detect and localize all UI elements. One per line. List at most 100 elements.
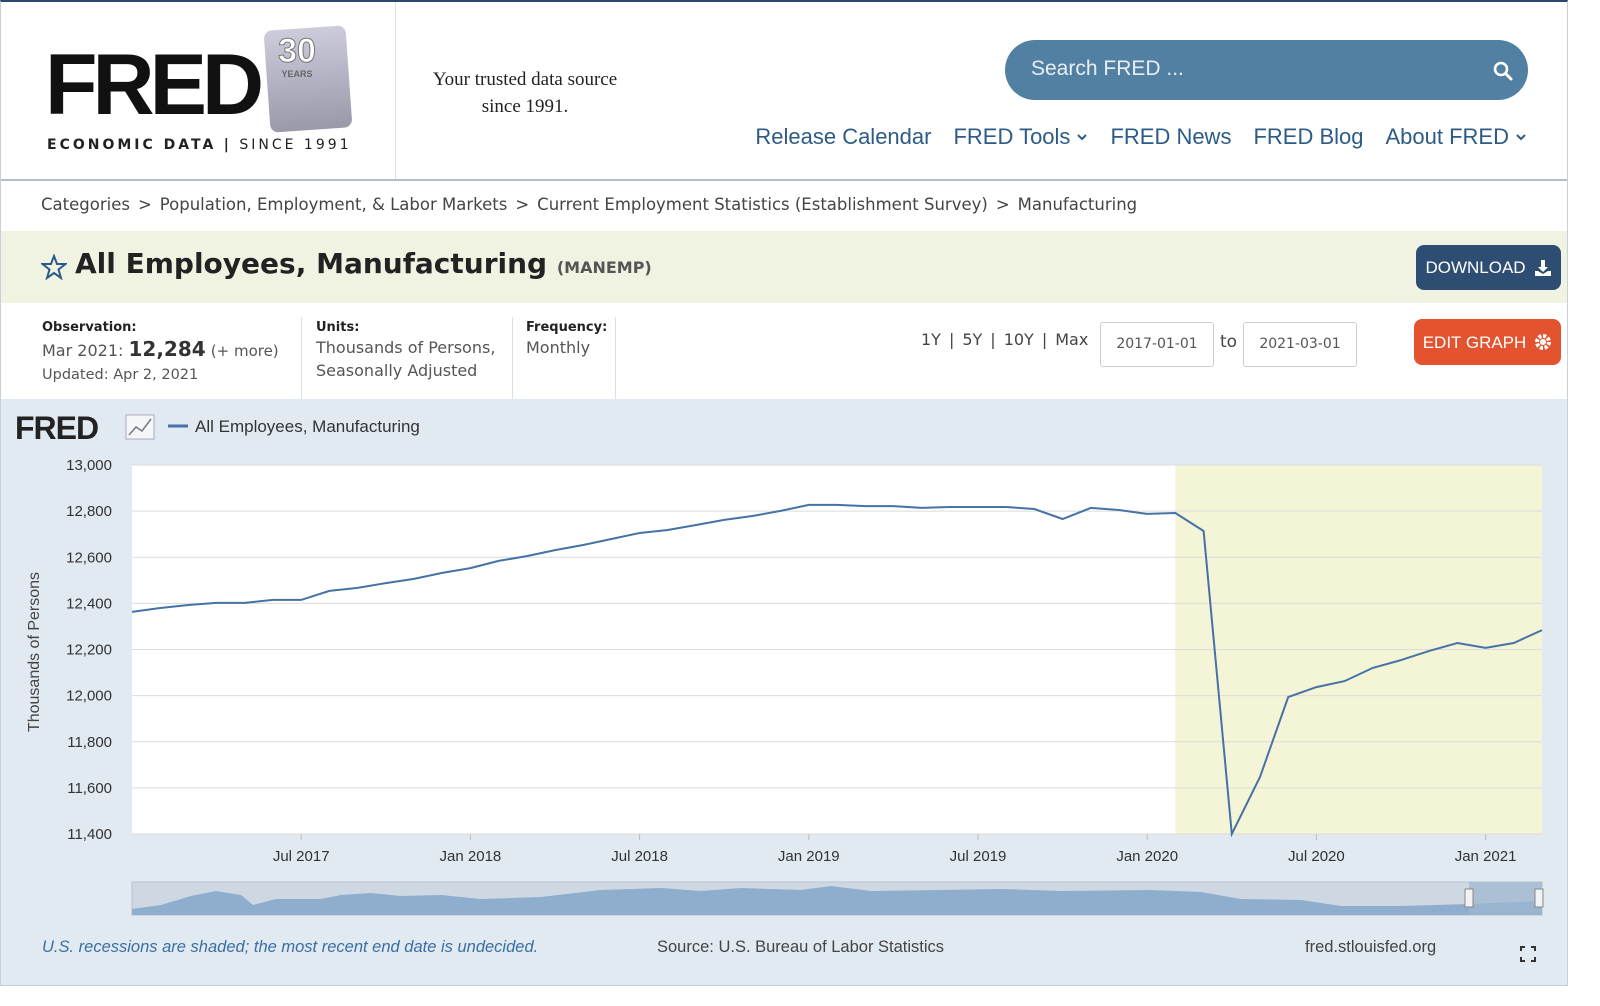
chart-logo: FRED <box>15 410 98 446</box>
observation-value: 12,284 <box>128 337 206 361</box>
y-tick-label: 12,200 <box>66 642 112 659</box>
start-date[interactable]: 2017-01-01 <box>1100 322 1214 367</box>
x-tick-label: Jul 2017 <box>273 848 330 865</box>
updated: Updated: Apr 2, 2021 <box>42 367 199 383</box>
recession-note: U.S. recessions are shaded; the most rec… <box>42 938 538 956</box>
frequency: Monthly <box>526 338 591 357</box>
breadcrumb-separator: > <box>515 195 530 214</box>
gear-icon <box>1535 334 1552 350</box>
tagline: Your trusted data source since 1991. <box>406 66 644 120</box>
nav-label[interactable]: FRED News <box>1110 124 1232 149</box>
nav-label[interactable]: Release Calendar <box>755 124 932 149</box>
breadcrumb[interactable]: Manufacturing <box>1017 195 1138 214</box>
y-tick-label: 11,800 <box>67 734 112 751</box>
navigator-area <box>132 886 1542 915</box>
series-code: (MANEMP) <box>556 258 652 277</box>
observation-date: Mar 2021: <box>42 341 124 360</box>
header-border <box>1 179 1567 181</box>
divider <box>512 317 513 399</box>
y-tick-label: 12,400 <box>66 595 112 612</box>
series-title: All Employees, Manufacturing (MANEMP) <box>75 250 652 278</box>
logo-sub-right: SINCE 1991 <box>239 137 352 153</box>
y-tick-label: 11,400 <box>67 826 112 843</box>
divider <box>395 2 396 180</box>
nav: Release Calendar FRED Tools FRED News FRED … <box>755 126 1527 148</box>
nav-item[interactable]: About FRED <box>1386 126 1528 148</box>
logo[interactable]: FRED <box>45 37 264 133</box>
chart-logo-icon-line <box>128 418 152 436</box>
range-option[interactable]: 10Y <box>1003 330 1034 349</box>
range-separator: | <box>948 330 955 349</box>
logo-subtitle: ECONOMIC DATA | SINCE 1991 <box>47 138 352 152</box>
x-tick-label: Jan 2020 <box>1116 848 1178 865</box>
range-separator: | <box>990 330 996 349</box>
search-icon[interactable] <box>1493 61 1513 81</box>
units-label: Units: <box>316 320 360 335</box>
x-tick-label: Jul 2019 <box>950 848 1007 865</box>
download-label: DOWNLOAD <box>1425 258 1526 277</box>
divider <box>615 317 616 399</box>
x-tick-label: Jan 2021 <box>1455 848 1517 865</box>
legend-label: All Employees, Manufacturing <box>195 417 420 436</box>
range-option[interactable]: 1Y <box>921 330 941 349</box>
nav-label[interactable]: FRED Blog <box>1253 124 1364 149</box>
tagline-line: Your trusted data source <box>432 69 618 90</box>
y-tick-label: 12,000 <box>66 688 112 705</box>
chevron <box>1516 134 1526 141</box>
favorite-star[interactable] <box>41 254 67 280</box>
nav-item[interactable]: FRED News <box>1110 126 1231 148</box>
range-separator: | <box>1041 330 1048 349</box>
range-option[interactable]: 5Y <box>962 330 983 349</box>
nav-label[interactable]: About FRED <box>1385 124 1510 149</box>
nav-label[interactable]: FRED Tools <box>953 124 1071 149</box>
units-line: Seasonally Adjusted <box>316 361 478 380</box>
breadcrumb[interactable]: Categories <box>41 195 130 214</box>
logo-sub-left: ECONOMIC DATA <box>47 137 217 153</box>
end-date[interactable]: 2021-03-01 <box>1243 322 1357 367</box>
search-box[interactable] <box>1005 40 1528 100</box>
title-text: All Employees, Manufacturing <box>75 247 548 280</box>
navigator-window <box>1469 882 1542 915</box>
x-tick-label: Jan 2018 <box>440 848 502 865</box>
badge-text: YEARS <box>281 69 313 79</box>
logo-sub-sep: | <box>223 137 232 153</box>
observation: Mar 2021: 12,284 (+ more) <box>42 338 279 363</box>
x-tick-label: Jul 2020 <box>1288 848 1345 865</box>
tagline-line: since 1991. <box>481 96 569 117</box>
units-line: Thousands of Persons, <box>316 338 496 357</box>
edit-graph-label: EDIT GRAPH <box>1422 332 1527 352</box>
to-label: to <box>1220 332 1238 352</box>
frequency-label: Frequency: <box>526 320 608 335</box>
edit-graph-button[interactable]: EDIT GRAPH <box>1414 319 1561 365</box>
fred-page: FRED 30 YEARS ECONOMIC DATA | SINCE 1991… <box>0 0 1568 986</box>
observation-label: Observation: <box>42 320 137 335</box>
chart-area: FRED Thousands of Persons U.S. recession… <box>1 399 1567 985</box>
nav-item[interactable]: Release Calendar <box>755 126 931 148</box>
badge-number: 30 <box>278 32 317 70</box>
series-line <box>131 503 1543 838</box>
y-axis-label: Thousands of Persons <box>26 572 43 732</box>
search-placeholder: Search FRED ... <box>1031 57 1184 80</box>
range-selector: 1Y | 5Y | 10Y | Max <box>921 332 1088 348</box>
download-icon <box>1534 259 1551 276</box>
breadcrumbs: Categories > Population, Employment, & Lab… <box>41 195 1138 214</box>
more-link[interactable]: (+ more) <box>210 342 279 360</box>
breadcrumb[interactable]: Population, Employment, & Labor Markets <box>159 195 508 214</box>
navigator-handle[interactable] <box>1464 888 1474 908</box>
chart-logo-icon <box>125 414 155 440</box>
fullscreen-icon[interactable] <box>1520 946 1536 962</box>
download-button[interactable]: DOWNLOAD <box>1416 245 1561 290</box>
title-band <box>1 231 1567 303</box>
source: Source: U.S. Bureau of Labor Statistics <box>657 938 944 956</box>
units: Thousands of Persons, Seasonally Adjusted <box>316 336 495 382</box>
range-option[interactable]: Max <box>1055 330 1089 349</box>
chevron <box>1077 134 1088 141</box>
chart: FRED Thousands of Persons U.S. recession… <box>15 410 1544 962</box>
divider <box>301 317 302 399</box>
nav-item[interactable]: FRED Blog <box>1253 126 1363 148</box>
breadcrumb[interactable]: Current Employment Statistics (Establish… <box>537 195 988 214</box>
navigator-handle[interactable] <box>1534 888 1544 908</box>
site[interactable]: fred.stlouisfed.org <box>1305 938 1436 956</box>
nav-item[interactable]: FRED Tools <box>953 126 1088 148</box>
